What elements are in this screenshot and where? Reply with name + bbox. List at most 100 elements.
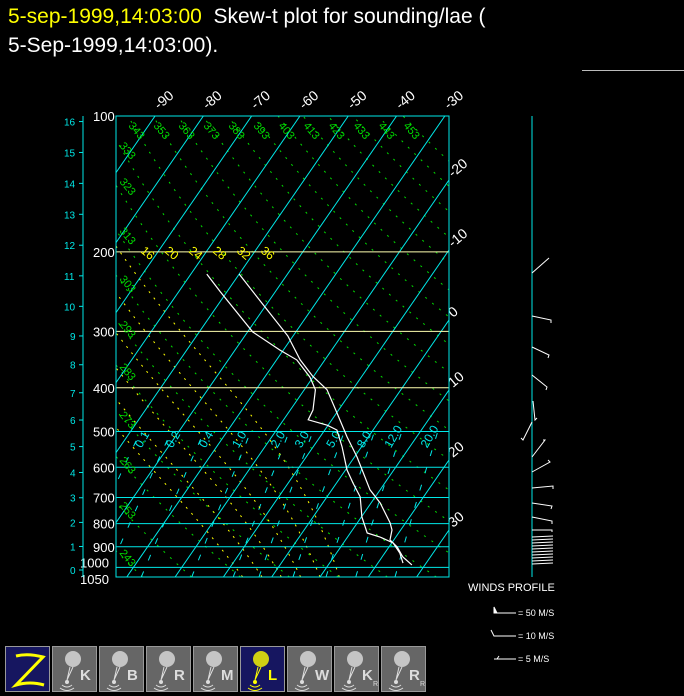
- mixing-ratio-line: [292, 431, 345, 577]
- wind-barb: [531, 538, 554, 541]
- isotherm: [116, 116, 397, 524]
- wind-barb: [531, 544, 554, 547]
- wind-barb: [531, 547, 554, 550]
- toolbar-button-w[interactable]: W: [287, 646, 332, 692]
- dry-adiabat-label: 393: [251, 120, 272, 142]
- divider: [582, 70, 684, 71]
- wind-legend-10: = 10 M/S: [490, 629, 554, 641]
- isotherm: [116, 116, 349, 454]
- height-label: 11: [64, 272, 75, 283]
- balloon-icon: [247, 651, 269, 691]
- dry-adiabat: [302, 116, 449, 265]
- mixing-ratio-label: 20.0: [418, 423, 442, 451]
- toolbar-button-z[interactable]: [5, 646, 50, 692]
- toolbar-button-r[interactable]: R: [146, 646, 191, 692]
- balloon-icon: [153, 651, 175, 691]
- dewpoint-trace: [206, 273, 404, 564]
- toolbar-button-l[interactable]: L: [240, 646, 285, 692]
- dry-adiabat-label: 293: [117, 319, 138, 341]
- dry-adiabat-label: 333: [117, 140, 138, 162]
- wind-barb: [531, 346, 550, 359]
- z-logo-icon: [11, 653, 46, 688]
- dry-adiabat-label: 363: [176, 120, 197, 142]
- moist-adiabat-label: 28: [210, 243, 229, 263]
- balloon-icon: [294, 651, 316, 691]
- button-subscript: R: [373, 681, 379, 688]
- isotherm: [126, 116, 446, 577]
- height-label: 2: [70, 518, 76, 529]
- mixing-ratio-line: [394, 431, 439, 577]
- height-label: 3: [70, 494, 76, 505]
- balloon-icon: [59, 651, 81, 691]
- button-letter: B: [127, 667, 138, 684]
- isotherm-label: 10: [445, 368, 467, 390]
- height-label: 16: [64, 118, 76, 129]
- dry-adiabat: [327, 116, 449, 238]
- wind-barb: [531, 516, 553, 524]
- isotherm-label: 30: [445, 508, 467, 530]
- isotherm: [271, 319, 449, 577]
- moist-adiabat: [116, 426, 244, 577]
- pressure-label: 900: [93, 540, 115, 555]
- moist-adiabat: [116, 291, 321, 577]
- toolbar-button-m[interactable]: M: [193, 646, 238, 692]
- plot-title: 5-sep-1999,14:03:00 Skew-t plot for soun…: [8, 2, 485, 60]
- wind-barb: [531, 553, 554, 556]
- wind-barb: [531, 556, 554, 559]
- isotherm: [0, 116, 10, 577]
- mixing-ratio-line: [258, 431, 314, 577]
- dry-adiabat-label: 253: [117, 500, 138, 522]
- mixing-ratio-label: 12.0: [381, 423, 405, 451]
- dry-adiabat-label: 273: [117, 409, 138, 431]
- isotherm: [174, 179, 449, 577]
- height-label: 6: [70, 416, 76, 427]
- dry-adiabat: [377, 116, 449, 187]
- dry-adiabat-label: 343: [126, 120, 147, 142]
- height-label: 0: [70, 566, 76, 577]
- isotherm-label: -50: [344, 87, 370, 112]
- dry-adiabat-label: 453: [401, 120, 422, 142]
- wind-barb: [531, 374, 548, 391]
- wind-barb: [531, 550, 554, 553]
- isotherm: [0, 116, 107, 577]
- dry-adiabat: [352, 116, 449, 213]
- button-letter: R: [174, 667, 185, 684]
- dry-adiabat-label: 433: [351, 120, 372, 142]
- dry-adiabat: [252, 116, 449, 318]
- mixing-ratio-line: [232, 431, 290, 577]
- height-label: 15: [64, 148, 76, 159]
- title-line2: 5-Sep-1999,14:03:00).: [8, 34, 219, 57]
- height-label: 1: [70, 542, 76, 553]
- isotherm: [0, 116, 58, 577]
- dry-adiabat-label: 443: [376, 120, 397, 142]
- height-label: 14: [64, 179, 76, 190]
- height-label: 10: [64, 302, 76, 313]
- dry-adiabat: [116, 409, 290, 577]
- button-letter: R: [409, 667, 420, 684]
- wind-barb: [531, 562, 554, 565]
- wind-barb: [531, 257, 550, 274]
- isotherm: [465, 116, 684, 577]
- moist-adiabat-label: 20: [162, 243, 181, 263]
- toolbar-button-k[interactable]: K: [52, 646, 97, 692]
- wind-barb: [520, 400, 538, 441]
- wind-legend-5-label: = 5 M/S: [518, 654, 549, 664]
- wind-barb: [531, 541, 554, 544]
- wind-barb: [531, 559, 554, 562]
- dry-adiabat-label: 353: [151, 120, 172, 142]
- mixing-ratio-line: [325, 431, 376, 577]
- wind-barb: [531, 315, 552, 323]
- pressure-label: 800: [93, 517, 115, 532]
- isotherm: [319, 389, 449, 577]
- toolbar-button-b[interactable]: B: [99, 646, 144, 692]
- dry-adiabat: [152, 116, 449, 431]
- balloon-icon: [106, 651, 128, 691]
- mixing-ratio-line: [355, 431, 403, 577]
- button-letter: M: [221, 667, 234, 684]
- dry-adiabat: [116, 319, 388, 577]
- pressure-label: 200: [93, 245, 115, 260]
- wind-legend-50-label: = 50 M/S: [518, 608, 554, 618]
